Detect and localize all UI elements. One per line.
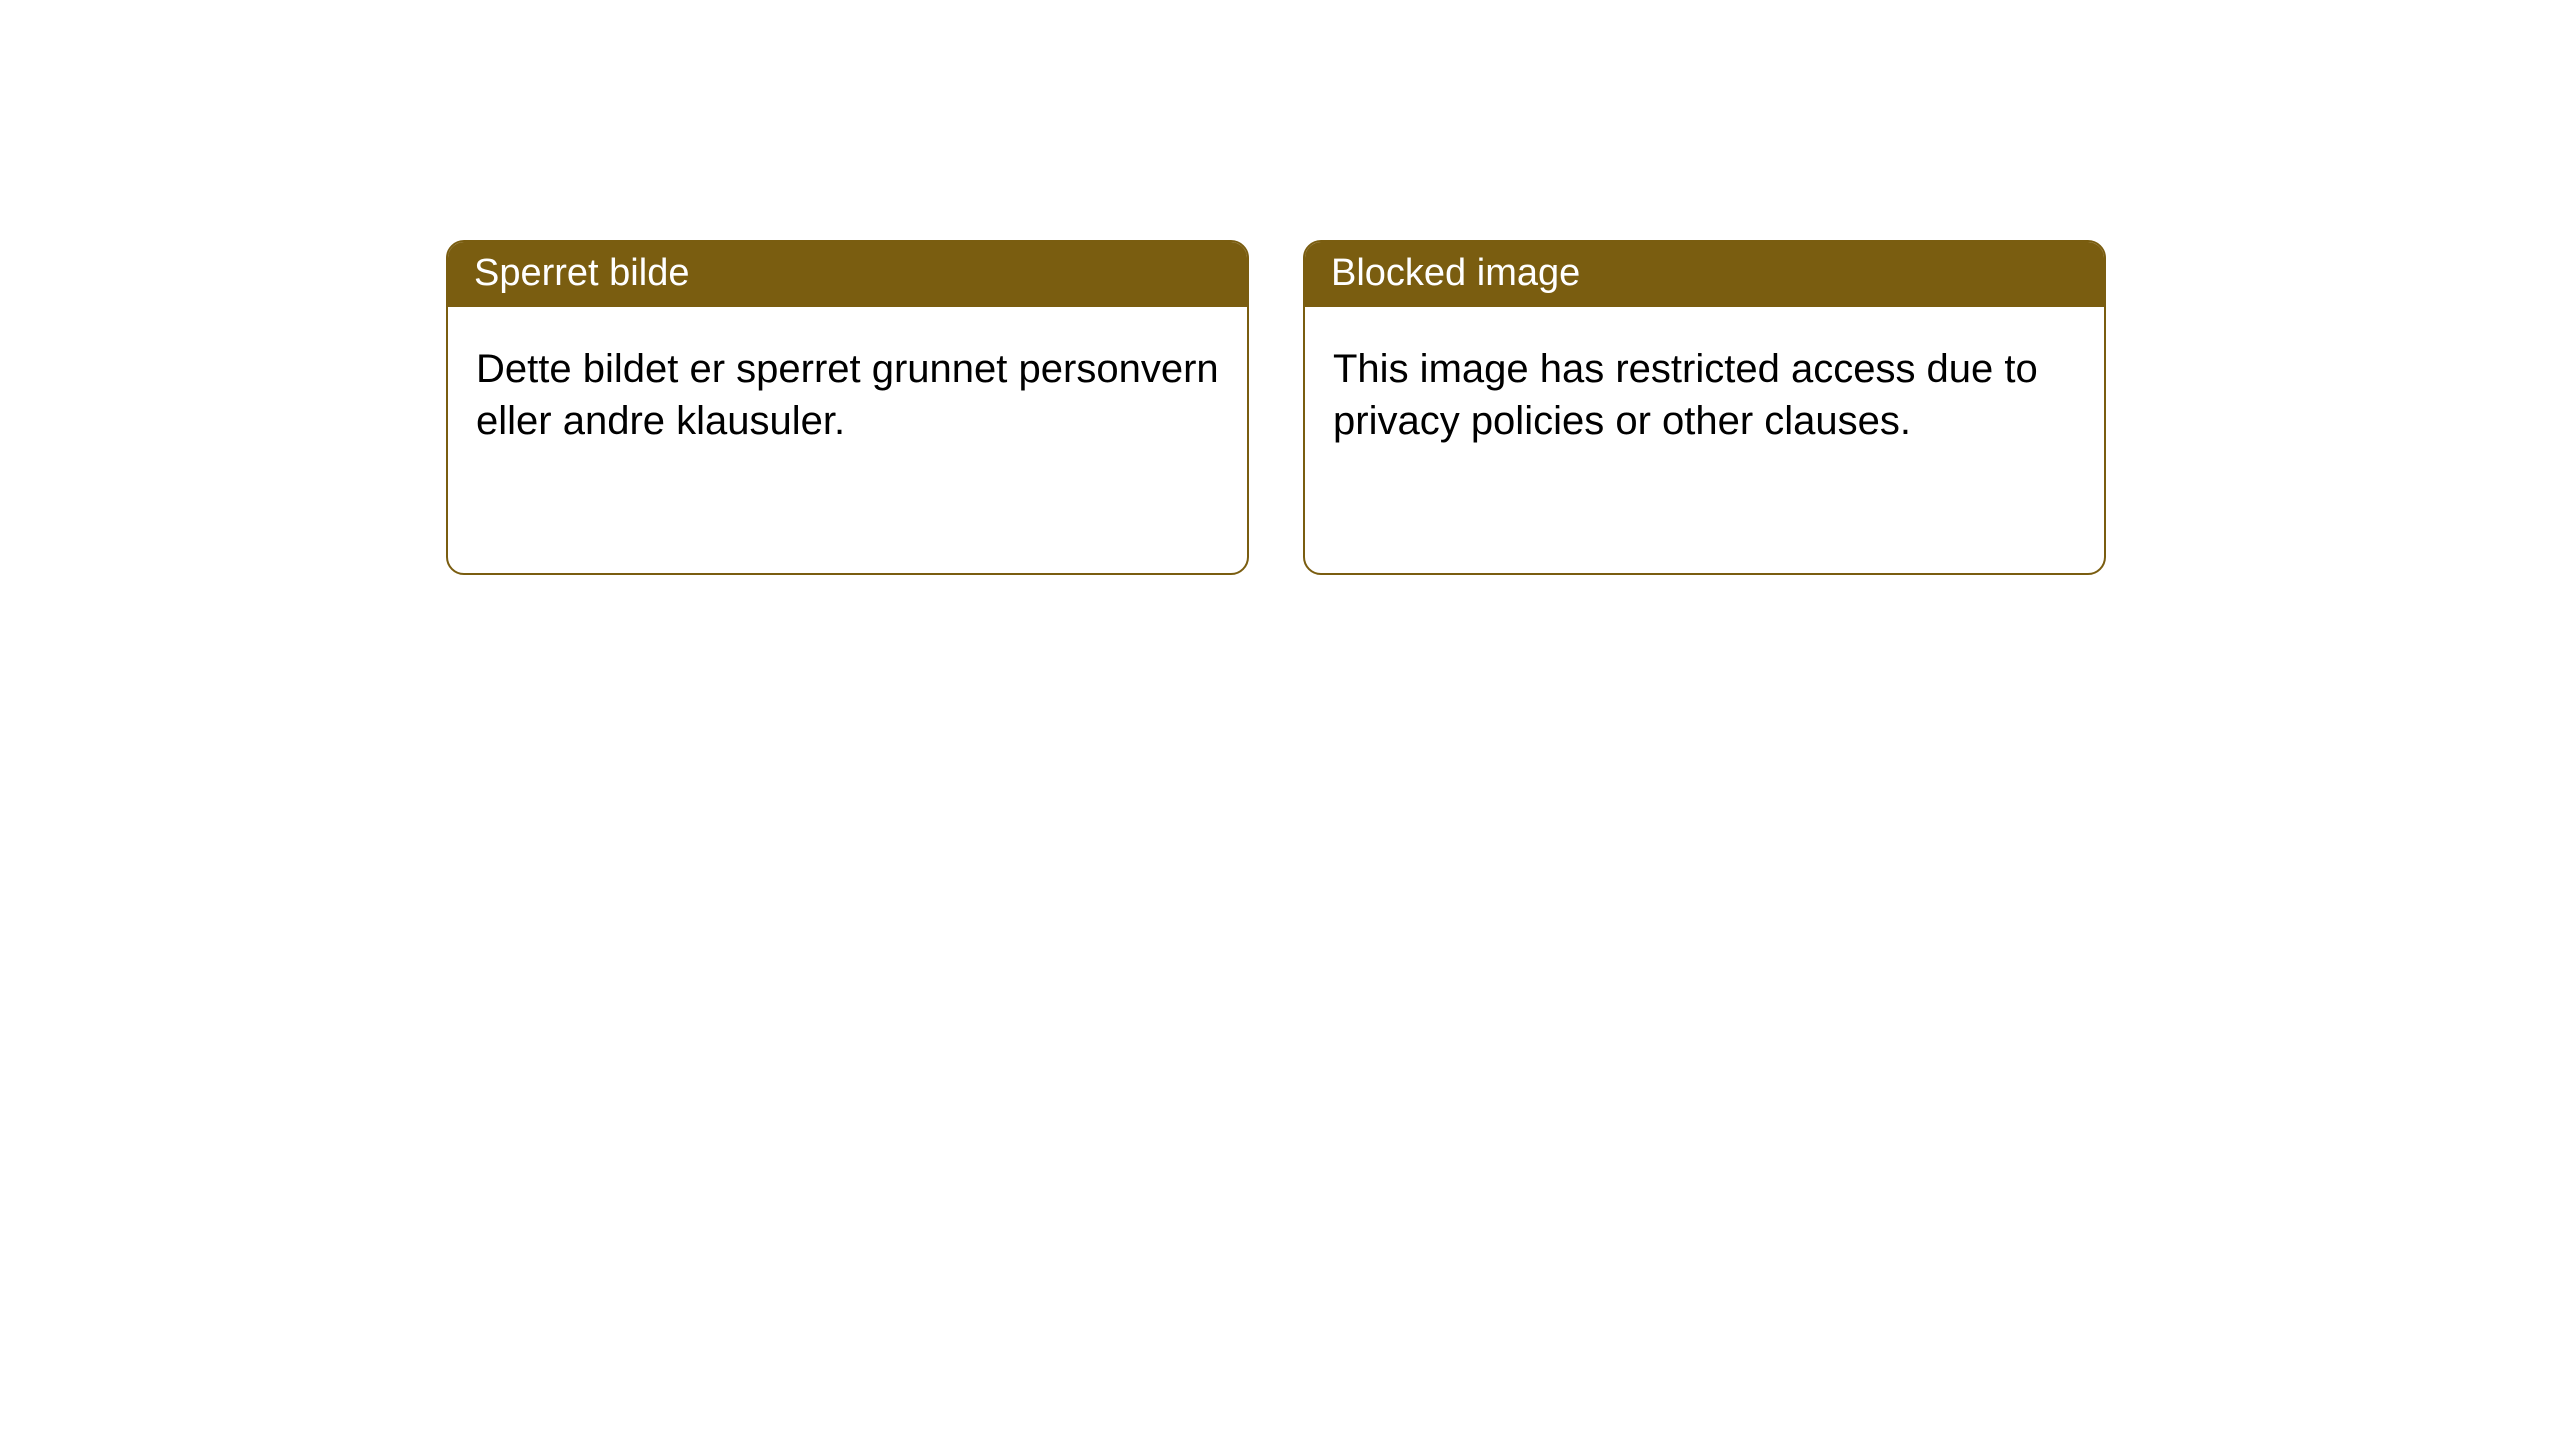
blocked-image-card-en: Blocked image This image has restricted …: [1303, 240, 2106, 575]
card-body-text: This image has restricted access due to …: [1305, 307, 2104, 475]
card-title: Blocked image: [1305, 242, 2104, 307]
notice-cards-row: Sperret bilde Dette bildet er sperret gr…: [0, 0, 2560, 575]
card-title: Sperret bilde: [448, 242, 1247, 307]
card-body-text: Dette bildet er sperret grunnet personve…: [448, 307, 1247, 475]
blocked-image-card-no: Sperret bilde Dette bildet er sperret gr…: [446, 240, 1249, 575]
